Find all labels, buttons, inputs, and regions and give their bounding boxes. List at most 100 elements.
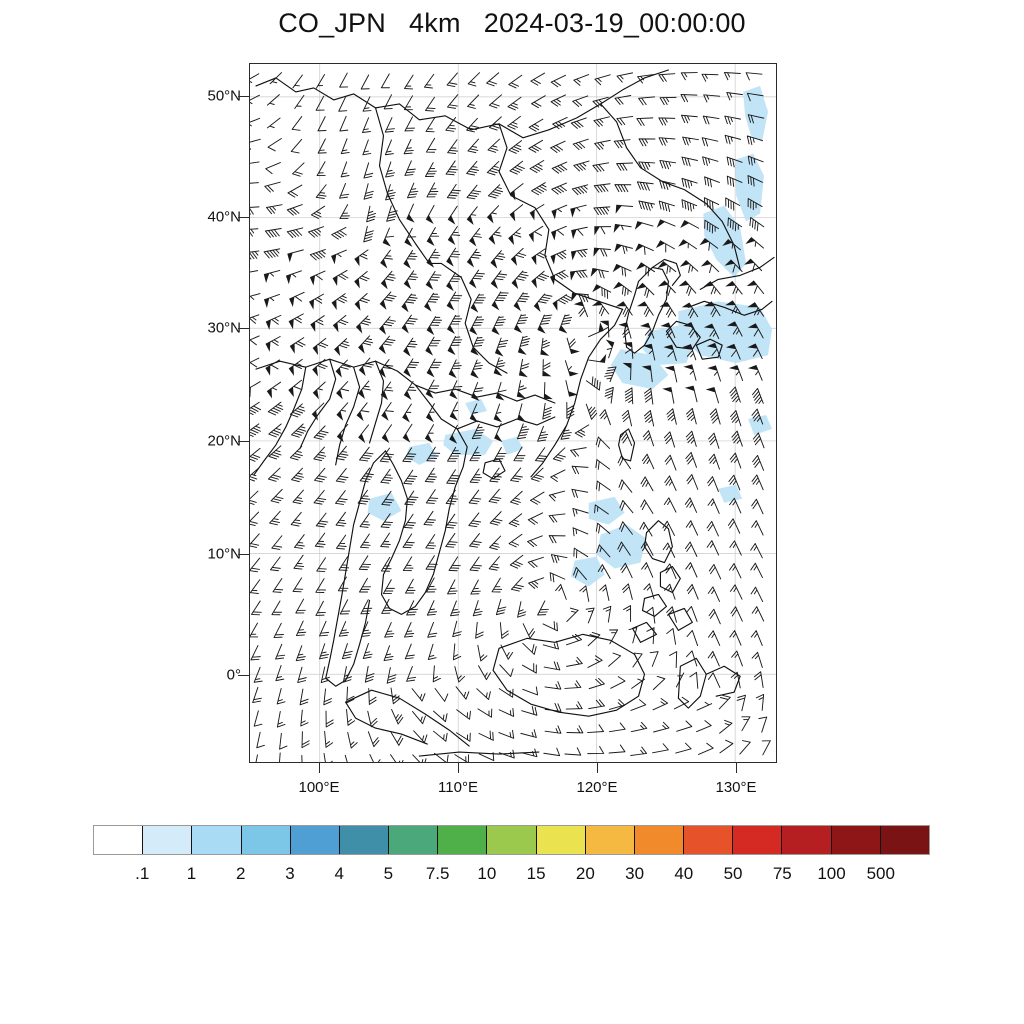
wind-barb [287, 249, 304, 263]
colorbar[interactable] [93, 825, 930, 855]
wind-barb [686, 474, 699, 490]
wind-barb [250, 138, 261, 150]
wind-barb [593, 247, 611, 257]
wind-barb [315, 512, 329, 528]
wind-barb [686, 630, 699, 647]
wind-barb [682, 344, 697, 361]
colorbar-tick-label-14: 100 [817, 864, 846, 883]
wind-barb [513, 292, 530, 312]
wind-barb [570, 447, 587, 457]
wind-barb [269, 72, 283, 85]
wind-barb [338, 621, 349, 637]
wind-barb [325, 710, 334, 728]
wind-barb [266, 381, 282, 399]
wind-barb [637, 74, 654, 84]
x-axis-labels: 100°E 110°E 120°E 130°E [249, 763, 777, 803]
wind-barb [655, 240, 675, 253]
wind-barb [570, 117, 587, 129]
wind-barb [425, 379, 440, 399]
wind-barb [423, 510, 436, 526]
wind-barb [471, 382, 484, 401]
wind-barb [489, 467, 502, 483]
wind-barb [401, 293, 418, 313]
wind-barb [359, 446, 374, 462]
wind-barb [641, 453, 655, 470]
wind-barb [294, 534, 305, 549]
wind-barb [367, 731, 380, 748]
wind-barb [528, 139, 544, 153]
wind-barb [529, 204, 545, 221]
wind-barb [731, 650, 743, 667]
x-tick-label-130e: 130°E [715, 779, 757, 796]
wind-barb [542, 621, 558, 632]
wind-barb [359, 577, 372, 593]
wind-barb [450, 600, 461, 617]
wind-barb [494, 337, 509, 357]
wind-barb [646, 627, 655, 645]
wind-barb [707, 586, 720, 602]
wind-barb [250, 117, 261, 127]
wind-barb [491, 291, 509, 311]
wind-barb [593, 183, 611, 193]
wind-barb [250, 250, 260, 260]
wind-barb [250, 73, 260, 83]
wind-barb [574, 424, 590, 438]
map-plot-area[interactable] [249, 63, 777, 763]
wind-barb [288, 313, 304, 330]
colorbar-tick-label-13: 75 [772, 864, 792, 883]
wind-barb [587, 746, 605, 755]
wind-barb [621, 409, 633, 427]
wind-barb [404, 116, 415, 132]
wind-barb [680, 94, 698, 103]
wind-barb [531, 270, 550, 289]
wind-barb [675, 742, 692, 754]
wind-barb [587, 655, 603, 668]
wind-barb [550, 74, 566, 88]
wind-barb [758, 716, 768, 733]
wind-barb [412, 710, 426, 725]
wind-barb [250, 228, 259, 237]
wind-barb [447, 446, 461, 462]
colorbar-tick-label-1: 1 [186, 864, 197, 883]
wind-barb [659, 96, 677, 106]
colorbar-cell-4 [290, 826, 340, 854]
wind-barb [707, 650, 720, 667]
wind-barb [640, 322, 655, 339]
wind-barb [719, 719, 733, 734]
wind-barb [424, 467, 438, 483]
wind-barb [628, 627, 638, 644]
wind-barb [555, 583, 567, 600]
wind-barb [726, 321, 743, 337]
wind-barb [608, 652, 622, 667]
wind-barb [658, 137, 676, 146]
wind-barb [636, 262, 656, 277]
wind-barb [487, 184, 504, 199]
wind-barb [630, 746, 648, 756]
wind-barb [267, 401, 284, 416]
wind-barb [289, 403, 306, 418]
wind-barb [404, 160, 416, 176]
wind-barb [250, 645, 261, 661]
wind-barb [452, 620, 462, 638]
wind-barb [289, 291, 305, 307]
wind-barb [320, 666, 330, 684]
wind-barb [380, 513, 393, 528]
wind-barb [585, 376, 601, 391]
wind-barb [251, 600, 262, 616]
wind-barb [360, 599, 373, 615]
wind-barb [265, 162, 281, 175]
wind-barb [470, 579, 481, 595]
wind-barb [434, 688, 449, 702]
wind-barb [445, 160, 458, 176]
wind-barb [685, 430, 697, 447]
wind-barb [391, 708, 404, 725]
wind-barb [622, 362, 632, 381]
wind-barb [380, 270, 396, 290]
wind-barb [564, 360, 579, 377]
wind-barb [426, 227, 439, 246]
wind-barb [470, 336, 485, 356]
wind-barb [680, 220, 700, 229]
wind-barb [250, 182, 259, 184]
wind-barb [550, 554, 568, 564]
wind-barb [565, 380, 578, 397]
